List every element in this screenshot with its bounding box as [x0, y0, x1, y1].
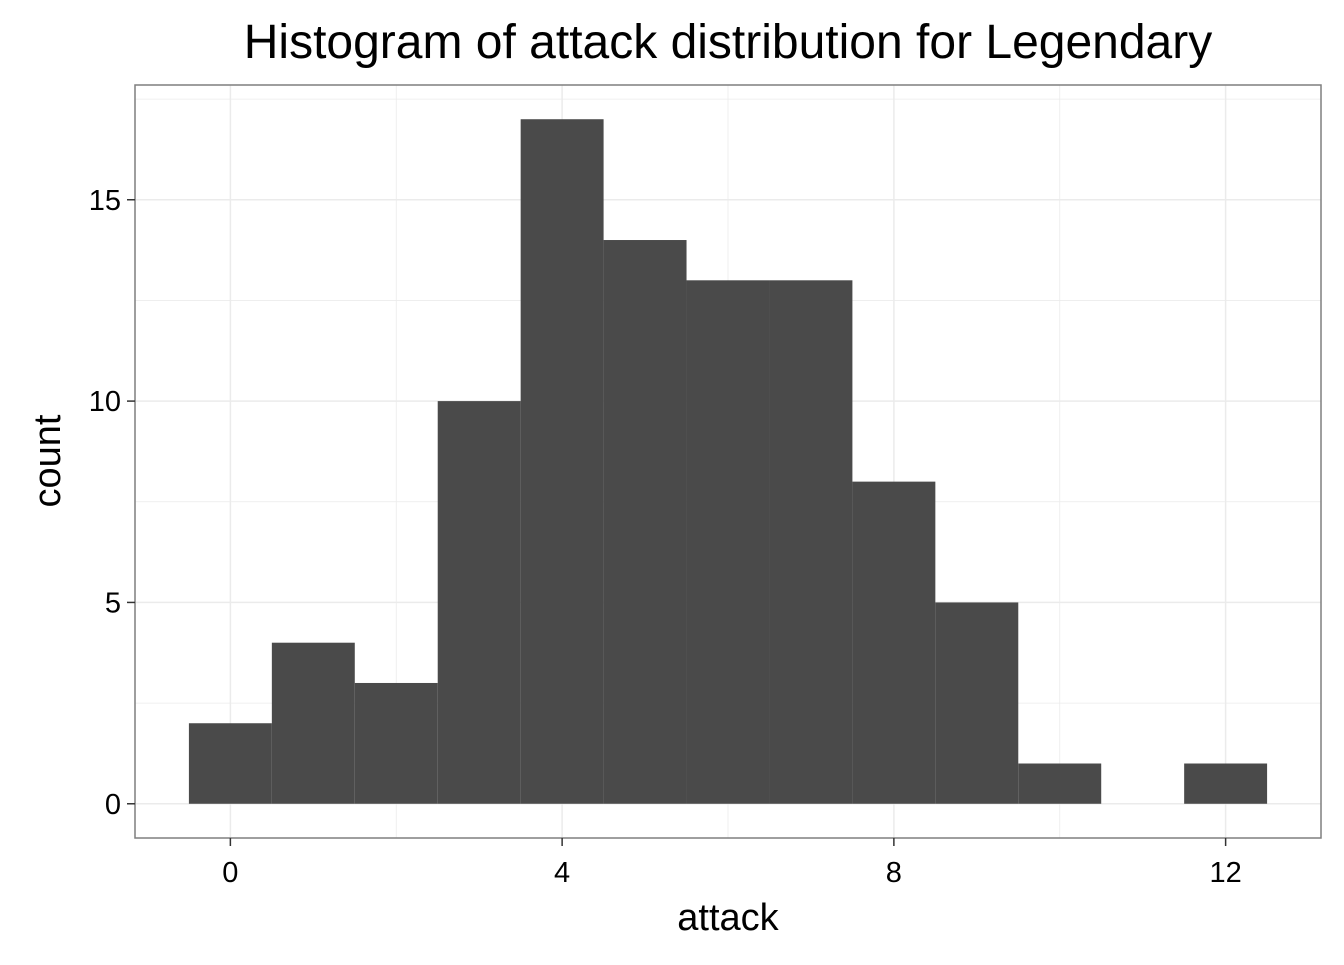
panel-border — [134, 84, 1322, 839]
histogram-bar-10 — [1018, 763, 1102, 804]
y-tick-label: 5 — [105, 587, 121, 619]
histogram-bar-0 — [188, 723, 272, 804]
histogram-bar-5 — [603, 240, 687, 804]
y-tick-label: 10 — [89, 386, 121, 418]
histogram-bar-12 — [1184, 763, 1268, 804]
histogram-bar-9 — [935, 602, 1019, 804]
x-axis-title: attack — [677, 897, 779, 939]
y-tick-label: 0 — [105, 789, 121, 821]
histogram-bar-2 — [354, 682, 438, 804]
x-tick-label: 12 — [1209, 857, 1241, 889]
histogram-bar-3 — [437, 401, 521, 804]
x-tick-label: 8 — [886, 857, 902, 889]
x-axis: 0 4 8 12 — [222, 838, 1242, 889]
y-axis: 0 5 10 15 — [89, 185, 135, 821]
x-tick-label: 4 — [554, 857, 570, 889]
histogram-bar-6 — [686, 280, 770, 804]
y-tick-label: 15 — [89, 185, 121, 217]
histogram-bar-7 — [769, 280, 853, 804]
y-axis-title: count — [27, 414, 69, 507]
histogram-bars — [188, 119, 1268, 804]
chart-title: Histogram of attack distribution for Leg… — [244, 16, 1212, 69]
histogram-bar-1 — [271, 642, 355, 804]
x-tick-label: 0 — [222, 857, 238, 889]
histogram-bar-4 — [520, 119, 604, 804]
histogram-bar-8 — [852, 481, 936, 804]
